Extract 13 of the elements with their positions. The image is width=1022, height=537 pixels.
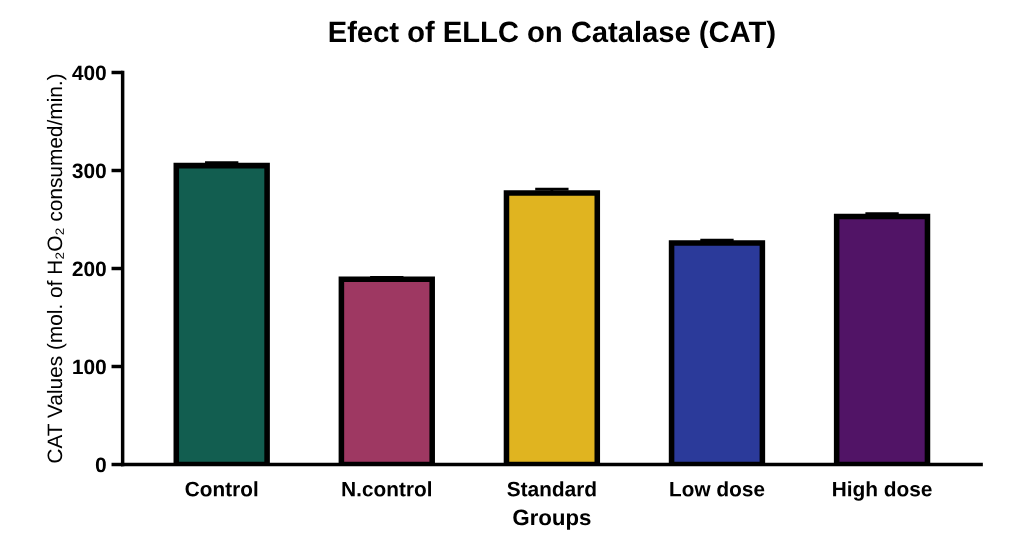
- y-tick-label: 300: [72, 163, 106, 179]
- x-tick-label: Standard: [507, 481, 596, 497]
- x-tick-label: Low dose: [670, 481, 765, 497]
- x-tick-label: High dose: [833, 481, 932, 501]
- x-tick-label: N.control: [342, 481, 432, 497]
- x-axis-title: Groups: [513, 509, 591, 530]
- y-tick-label: 0: [95, 457, 106, 473]
- y-tick-label: 200: [72, 261, 106, 277]
- y-tick-label: 100: [73, 359, 106, 375]
- y-axis-title: CAT Values (mol. of H₂O₂ consumed/min.): [46, 74, 67, 463]
- x-tick-label: Control: [185, 481, 258, 497]
- y-tick-label: 400: [72, 65, 106, 81]
- chart-title: Efect of ELLC on Catalase (CAT): [329, 20, 775, 48]
